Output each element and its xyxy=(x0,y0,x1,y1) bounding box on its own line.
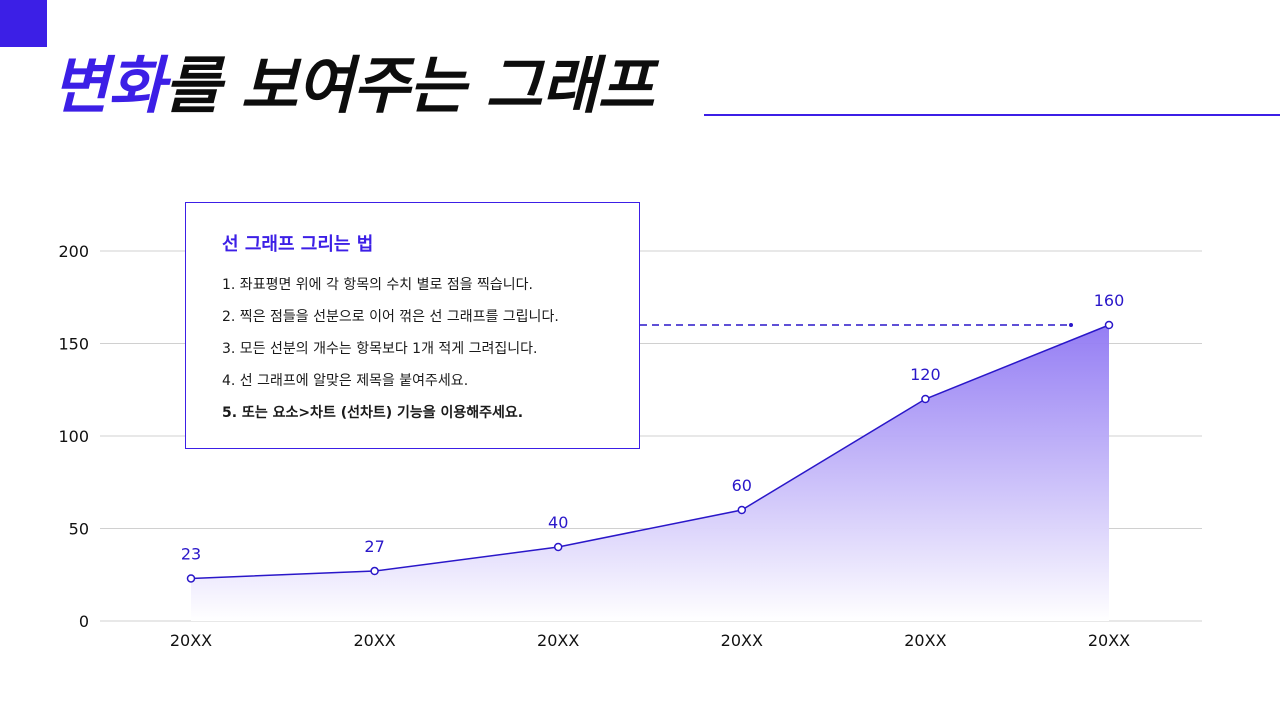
x-axis-tick-labels: 20XX 20XX 20XX 20XX 20XX 20XX xyxy=(170,631,1130,650)
x-tick-label: 20XX xyxy=(721,631,763,650)
data-label: 40 xyxy=(548,513,568,532)
data-point xyxy=(921,394,930,404)
data-label: 120 xyxy=(910,365,941,384)
reference-line-layer xyxy=(640,323,1073,327)
y-axis-tick-labels: 0 50 100 150 200 xyxy=(58,242,89,631)
data-labels: 23 27 40 60 120 160 xyxy=(181,291,1124,563)
instruction-box: 선 그래프 그리는 법 1. 좌표평면 위에 각 항목의 수치 별로 점을 찍습… xyxy=(185,202,640,449)
series-line xyxy=(190,324,1110,580)
page-title-rest: 를 보여주는 그래프 xyxy=(164,49,654,122)
instruction-step: 2. 찍은 점들을 선분으로 이어 꺾은 선 그래프를 그립니다. xyxy=(222,309,559,325)
instruction-step: 1. 좌표평면 위에 각 항목의 수치 별로 점을 찍습니다. xyxy=(222,277,534,293)
x-tick-label: 20XX xyxy=(904,631,946,650)
corner-accent-square xyxy=(0,0,47,47)
data-label: 23 xyxy=(181,544,201,563)
page-title: 변화를 보여주는 그래프 xyxy=(52,49,655,122)
data-label: 160 xyxy=(1094,291,1125,310)
data-label: 60 xyxy=(732,476,752,495)
page-title-accent: 변화 xyxy=(52,49,165,122)
instruction-heading: 선 그래프 그리는 법 xyxy=(222,234,374,255)
instruction-list: 1. 좌표평면 위에 각 항목의 수치 별로 점을 찍습니다. 2. 찍은 점들… xyxy=(222,269,639,429)
y-tick-label: 150 xyxy=(58,335,89,354)
x-tick-label: 20XX xyxy=(537,631,579,650)
y-tick-label: 50 xyxy=(69,520,89,539)
area-fill-layer xyxy=(191,325,1109,621)
data-point xyxy=(186,574,196,583)
data-point xyxy=(737,505,747,515)
instruction-step: 4. 선 그래프에 알맞은 제목을 붙여주세요. xyxy=(222,373,469,389)
reference-line-end xyxy=(1069,323,1073,327)
title-underline xyxy=(704,114,1280,116)
data-label: 27 xyxy=(364,537,384,556)
x-tick-label: 20XX xyxy=(353,631,395,650)
y-tick-label: 200 xyxy=(58,242,89,261)
instruction-step: 5. 또는 요소>차트 (선차트) 기능을 이용해주세요. xyxy=(222,405,524,421)
y-tick-label: 100 xyxy=(58,427,89,446)
instruction-step: 3. 모든 선분의 개수는 항목보다 1개 적게 그려집니다. xyxy=(222,341,538,357)
data-point xyxy=(370,566,379,576)
x-tick-label: 20XX xyxy=(1088,631,1130,650)
area-fill xyxy=(191,325,1109,621)
data-points xyxy=(186,320,1114,583)
y-tick-label: 0 xyxy=(79,612,89,631)
x-tick-label: 20XX xyxy=(170,631,212,650)
data-point xyxy=(553,542,563,552)
series-line-layer xyxy=(190,324,1110,580)
data-point xyxy=(1104,320,1114,330)
